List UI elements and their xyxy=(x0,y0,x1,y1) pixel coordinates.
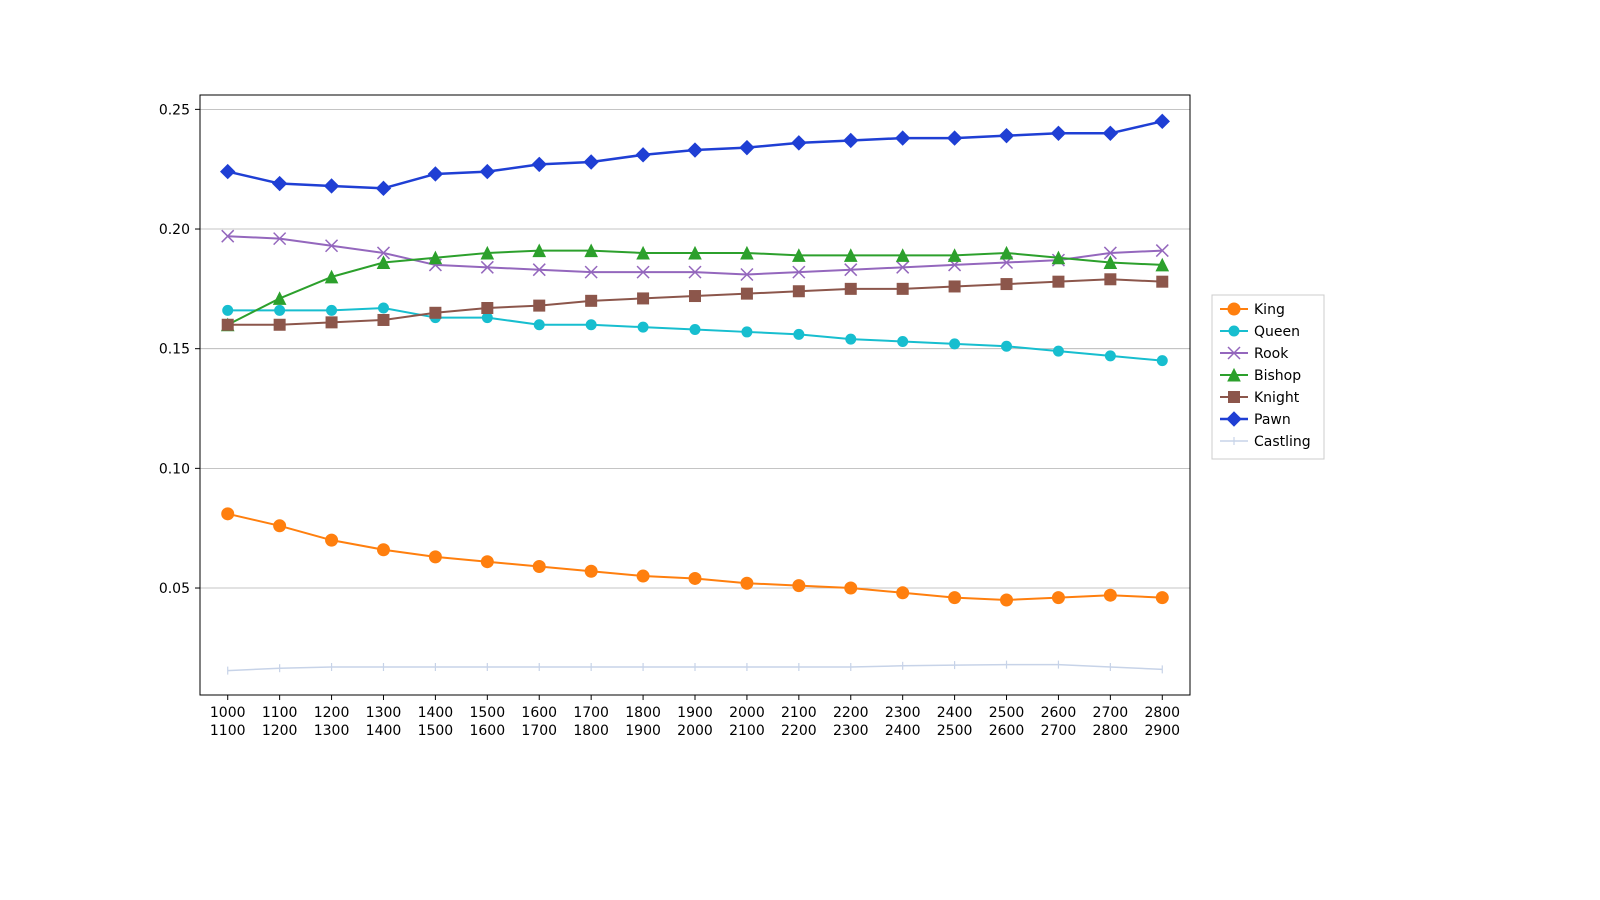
xtick-label-top: 2100 xyxy=(781,705,817,721)
xtick-label-top: 2500 xyxy=(989,705,1025,721)
xtick-label-bottom: 2600 xyxy=(989,723,1025,739)
xtick-label-top: 2800 xyxy=(1144,705,1180,721)
xtick-label-bottom: 2000 xyxy=(677,723,713,739)
xtick-label-bottom: 2100 xyxy=(729,723,765,739)
ytick-label: 0.10 xyxy=(159,461,190,477)
xtick-label-bottom: 1900 xyxy=(625,723,661,739)
xtick-label-bottom: 2400 xyxy=(885,723,921,739)
xtick-label-top: 1900 xyxy=(677,705,713,721)
xtick-label-top: 1300 xyxy=(366,705,402,721)
xtick-label-bottom: 2900 xyxy=(1144,723,1180,739)
xtick-label-top: 2600 xyxy=(1041,705,1077,721)
xtick-label-bottom: 1400 xyxy=(366,723,402,739)
xtick-label-bottom: 1800 xyxy=(573,723,609,739)
ytick-label: 0.20 xyxy=(159,222,190,238)
legend-label-queen: Queen xyxy=(1254,324,1300,340)
legend-label-knight: Knight xyxy=(1254,390,1300,406)
series-pawn xyxy=(221,114,1170,195)
ytick-label: 0.25 xyxy=(159,102,190,118)
xtick-label-bottom: 2300 xyxy=(833,723,869,739)
chess-piece-line-chart: 0.05 0.10 0.15 0.20 0.25 1000 1100 1100 1200 1200… xyxy=(0,0,1600,900)
xtick-label-bottom: 1200 xyxy=(262,723,298,739)
xtick-label-top: 1000 xyxy=(210,705,246,721)
xtick-label-top: 1600 xyxy=(521,705,557,721)
xtick-label-top: 1700 xyxy=(573,705,609,721)
series-bishop xyxy=(222,245,1169,331)
xtick-label-top: 1200 xyxy=(314,705,350,721)
xtick-label-top: 2400 xyxy=(937,705,973,721)
xtick-label-top: 2700 xyxy=(1093,705,1129,721)
legend: King Queen Rook Bishop Knight Pawn Castling xyxy=(1212,295,1324,459)
xtick-label-bottom: 2800 xyxy=(1093,723,1129,739)
xtick-label-bottom: 1100 xyxy=(210,723,246,739)
xtick-label-top: 1100 xyxy=(262,705,298,721)
series-knight xyxy=(222,274,1168,330)
series-king xyxy=(222,508,1169,606)
ytick-label: 0.05 xyxy=(159,581,190,597)
xtick-label-top: 2000 xyxy=(729,705,765,721)
legend-label-bishop: Bishop xyxy=(1254,368,1301,384)
xtick-label-top: 1400 xyxy=(418,705,454,721)
xtick-label-top: 2300 xyxy=(885,705,921,721)
legend-label-king: King xyxy=(1254,302,1285,318)
xtick-label-top: 1800 xyxy=(625,705,661,721)
ytick-label: 0.15 xyxy=(159,342,190,358)
xtick-label-bottom: 2500 xyxy=(937,723,973,739)
xtick-label-bottom: 1500 xyxy=(418,723,454,739)
xtick-label-bottom: 2200 xyxy=(781,723,817,739)
xtick-label-bottom: 1300 xyxy=(314,723,350,739)
xtick-label-top: 2200 xyxy=(833,705,869,721)
xtick-label-bottom: 1600 xyxy=(469,723,505,739)
legend-label-castling: Castling xyxy=(1254,434,1311,450)
xtick-label-bottom: 2700 xyxy=(1041,723,1077,739)
legend-label-rook: Rook xyxy=(1254,346,1289,362)
xtick-label-bottom: 1700 xyxy=(521,723,557,739)
xtick-label-top: 1500 xyxy=(469,705,505,721)
legend-label-pawn: Pawn xyxy=(1254,412,1291,428)
series-queen xyxy=(223,303,1168,366)
series-castling xyxy=(228,661,1163,675)
